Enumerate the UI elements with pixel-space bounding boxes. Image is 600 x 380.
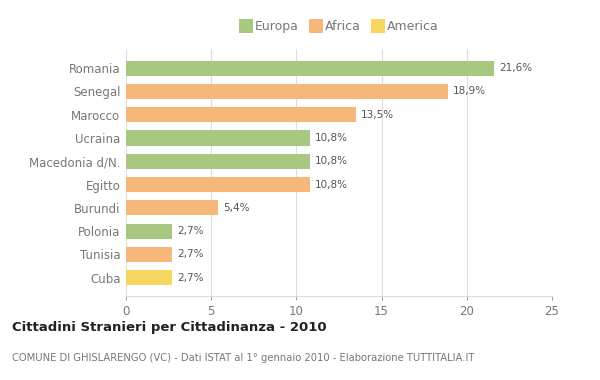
Text: 2,7%: 2,7%: [177, 249, 203, 259]
Text: Cittadini Stranieri per Cittadinanza - 2010: Cittadini Stranieri per Cittadinanza - 2…: [12, 321, 326, 334]
Text: 10,8%: 10,8%: [315, 179, 348, 190]
Bar: [126, 270, 172, 285]
Bar: [126, 200, 218, 215]
Text: 13,5%: 13,5%: [361, 110, 394, 120]
Text: 10,8%: 10,8%: [315, 133, 348, 143]
Bar: [126, 107, 356, 122]
Text: 2,7%: 2,7%: [177, 226, 203, 236]
Bar: [126, 154, 310, 169]
Text: COMUNE DI GHISLARENGO (VC) - Dati ISTAT al 1° gennaio 2010 - Elaborazione TUTTIT: COMUNE DI GHISLARENGO (VC) - Dati ISTAT …: [12, 353, 475, 363]
Text: 21,6%: 21,6%: [499, 63, 532, 73]
Bar: [126, 84, 448, 99]
Bar: [126, 247, 172, 262]
Bar: [126, 130, 310, 146]
Text: 10,8%: 10,8%: [315, 156, 348, 166]
Text: 18,9%: 18,9%: [453, 87, 486, 97]
Text: 2,7%: 2,7%: [177, 272, 203, 283]
Bar: [126, 177, 310, 192]
Bar: [126, 61, 494, 76]
Legend: Europa, Africa, America: Europa, Africa, America: [235, 16, 443, 36]
Text: 5,4%: 5,4%: [223, 203, 250, 213]
Bar: [126, 223, 172, 239]
